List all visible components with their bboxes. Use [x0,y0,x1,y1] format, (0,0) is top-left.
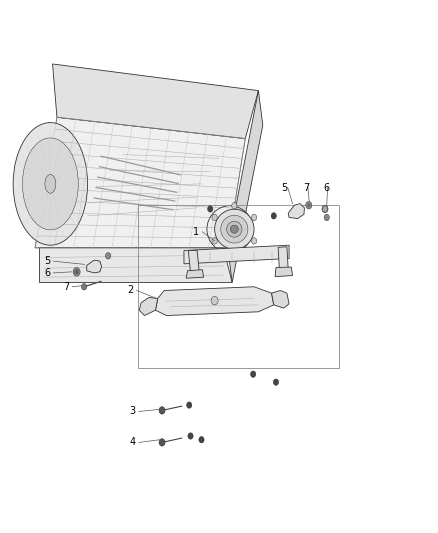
Text: 6: 6 [44,268,50,278]
Text: 1: 1 [193,227,199,237]
Ellipse shape [13,123,88,245]
Polygon shape [272,290,289,308]
Text: 6: 6 [323,183,329,192]
Circle shape [307,204,310,207]
Polygon shape [288,204,304,219]
Ellipse shape [22,138,78,230]
Polygon shape [186,270,204,278]
Polygon shape [139,297,158,316]
Circle shape [232,249,237,256]
Circle shape [322,205,328,213]
Polygon shape [188,251,199,273]
Ellipse shape [221,215,248,243]
Circle shape [322,206,328,212]
Circle shape [199,437,204,443]
Polygon shape [228,91,263,282]
Circle shape [232,203,237,209]
Ellipse shape [227,221,242,237]
Polygon shape [39,248,232,282]
Polygon shape [275,267,293,277]
Circle shape [211,296,218,305]
Polygon shape [278,247,288,270]
Circle shape [212,238,217,244]
Polygon shape [35,117,245,248]
Circle shape [306,201,312,209]
Text: 5: 5 [44,256,50,266]
Circle shape [73,268,80,276]
Circle shape [106,253,111,259]
Text: 7: 7 [304,183,310,192]
Text: 7: 7 [63,282,69,292]
Circle shape [273,379,279,385]
Polygon shape [155,287,274,316]
Circle shape [251,214,257,221]
Circle shape [251,238,257,244]
Polygon shape [87,260,102,273]
Text: 2: 2 [127,286,134,295]
Circle shape [159,439,165,446]
Circle shape [187,402,192,408]
Circle shape [75,270,78,274]
Circle shape [81,284,87,290]
Text: 5: 5 [282,183,288,192]
Ellipse shape [230,225,238,233]
Circle shape [251,371,256,377]
Ellipse shape [45,175,56,193]
Circle shape [159,407,165,414]
Text: 4: 4 [130,438,136,447]
Text: 3: 3 [130,407,136,416]
Circle shape [324,214,329,221]
Polygon shape [53,64,258,139]
Circle shape [208,206,213,212]
Ellipse shape [215,209,254,249]
Polygon shape [184,245,289,264]
Circle shape [212,214,217,221]
Circle shape [271,213,276,219]
Circle shape [188,433,193,439]
